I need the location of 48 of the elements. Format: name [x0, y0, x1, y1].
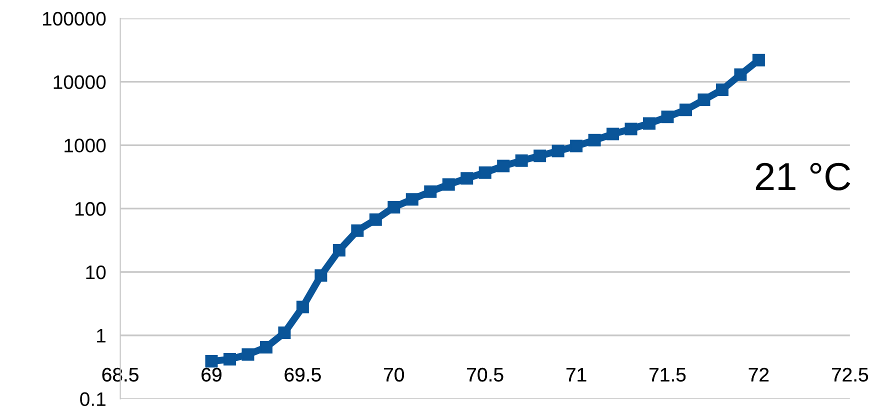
x-tick-label: 72	[748, 368, 769, 382]
point	[351, 224, 364, 237]
point	[205, 355, 218, 368]
point	[552, 144, 564, 158]
x-tick-label: 72.5	[832, 368, 868, 382]
point	[314, 269, 328, 282]
point	[624, 122, 638, 136]
y-tick-label: 10000	[54, 75, 106, 90]
point	[460, 172, 474, 185]
x-tick-label: 71.5	[650, 368, 686, 382]
point	[260, 340, 272, 354]
point	[442, 178, 455, 191]
x-tick-label: 69.5	[284, 368, 321, 382]
annotation: 21 °C	[756, 162, 850, 190]
x-tick-label: 69	[202, 368, 222, 382]
y-tick-label: 0.1	[80, 392, 106, 406]
y-tick-label: 1	[97, 329, 106, 342]
y-tick-label: 10	[86, 265, 106, 280]
point	[534, 150, 546, 162]
point	[716, 83, 728, 96]
x-tick-label: 68.5	[102, 368, 138, 382]
point	[424, 185, 437, 198]
point	[332, 244, 346, 257]
y-tick-label: 100	[75, 202, 106, 216]
point	[478, 166, 492, 179]
point	[643, 117, 656, 130]
point	[698, 94, 710, 106]
y-tick-label: 100000	[43, 12, 106, 26]
point	[679, 104, 692, 116]
point	[388, 200, 400, 214]
y-tick-label: 1000	[64, 138, 106, 152]
x-tick-label: 70.5	[467, 368, 504, 382]
point	[278, 326, 291, 340]
point	[242, 348, 254, 361]
x-tick-label: 70	[384, 368, 404, 382]
x-tick-label: 71	[566, 368, 586, 382]
point	[296, 300, 309, 314]
point	[497, 160, 510, 172]
point	[570, 140, 583, 152]
point	[369, 213, 382, 226]
point	[734, 68, 747, 81]
point	[223, 353, 236, 366]
point	[515, 154, 528, 167]
point	[588, 134, 601, 146]
point	[406, 193, 418, 206]
point	[752, 54, 765, 66]
point	[606, 128, 620, 140]
point	[661, 110, 674, 124]
